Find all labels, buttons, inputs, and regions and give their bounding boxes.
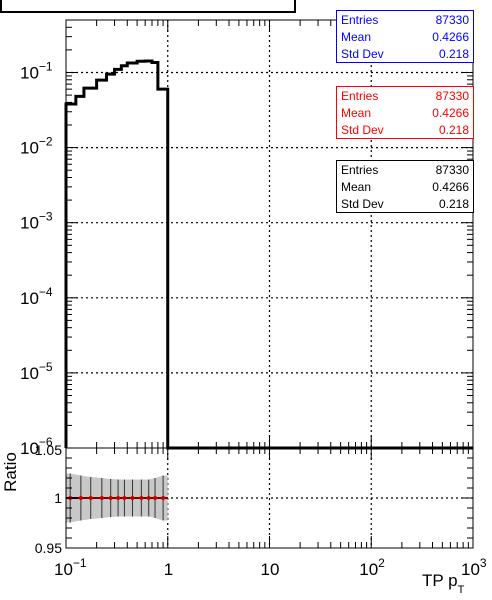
stats-value: 0.218 bbox=[438, 123, 469, 137]
stats-row: Entries 87330 bbox=[341, 88, 469, 104]
stats-value: 87330 bbox=[435, 13, 469, 27]
y-tick-label: 10−4 bbox=[20, 285, 53, 308]
stats-box: Entries 87330 Mean 0.4266 Std Dev 0.218 bbox=[336, 86, 474, 139]
stats-row: Std Dev 0.218 bbox=[341, 46, 469, 62]
x-axis-label: TP pT bbox=[422, 571, 465, 596]
stats-row: Entries 87330 bbox=[341, 162, 469, 178]
stats-key: Std Dev bbox=[341, 197, 384, 211]
stats-key: Mean bbox=[341, 30, 372, 44]
y-tick-label: 10−3 bbox=[20, 210, 53, 233]
top-panel-grid bbox=[66, 20, 473, 448]
ratio-y-tick-label: 1 bbox=[54, 490, 62, 506]
y-tick-label: 10−5 bbox=[20, 360, 53, 383]
stats-value: 0.218 bbox=[438, 197, 469, 211]
stats-row: Std Dev 0.218 bbox=[341, 196, 469, 212]
stats-key: Std Dev bbox=[341, 47, 384, 61]
x-tick-label: 102 bbox=[359, 556, 385, 579]
ratio-y-tick-label: 0.95 bbox=[35, 540, 62, 556]
x-tick-label: 10 bbox=[261, 560, 280, 579]
x-tick-label: 10−1 bbox=[54, 556, 87, 579]
stats-row: Mean 0.4266 bbox=[341, 105, 469, 121]
ratio-y-label: Ratio bbox=[1, 452, 20, 492]
stats-key: Std Dev bbox=[341, 123, 384, 137]
stats-box: Entries 87330 Mean 0.4266 Std Dev 0.218 bbox=[336, 160, 474, 213]
y-tick-label: 10−2 bbox=[20, 135, 53, 158]
stats-value: 87330 bbox=[435, 89, 469, 103]
stats-row: Mean 0.4266 bbox=[341, 29, 469, 45]
stats-key: Entries bbox=[341, 163, 379, 177]
ratio-y-tick-label: 1.05 bbox=[35, 442, 62, 458]
stats-value: 0.4266 bbox=[432, 30, 469, 44]
ratio-points bbox=[66, 473, 168, 523]
stats-key: Entries bbox=[341, 13, 379, 27]
x-tick-label: 103 bbox=[461, 556, 487, 579]
y-tick-label: 10−6 bbox=[20, 435, 53, 458]
stats-value: 0.4266 bbox=[432, 106, 469, 120]
stats-value: 0.4266 bbox=[432, 180, 469, 194]
stats-row: Mean 0.4266 bbox=[341, 179, 469, 195]
title-box bbox=[0, 0, 296, 13]
y-tick-label: 10−1 bbox=[20, 59, 53, 82]
stats-key: Mean bbox=[341, 180, 372, 194]
top-frame bbox=[65, 19, 474, 449]
stats-row: Entries 87330 bbox=[341, 12, 469, 28]
histogram bbox=[64, 59, 473, 450]
stats-value: 0.218 bbox=[438, 47, 469, 61]
histogram-series bbox=[64, 59, 473, 450]
stats-key: Entries bbox=[341, 89, 379, 103]
x-tick-label: 1 bbox=[164, 560, 173, 579]
stats-box: Entries 87330 Mean 0.4266 Std Dev 0.218 bbox=[336, 10, 474, 63]
stats-key: Mean bbox=[341, 106, 372, 120]
axis-labels: 10−110−210−310−410−510−60.9511.05Ratio10… bbox=[1, 59, 487, 596]
stats-value: 87330 bbox=[435, 163, 469, 177]
stats-row: Std Dev 0.218 bbox=[341, 122, 469, 138]
